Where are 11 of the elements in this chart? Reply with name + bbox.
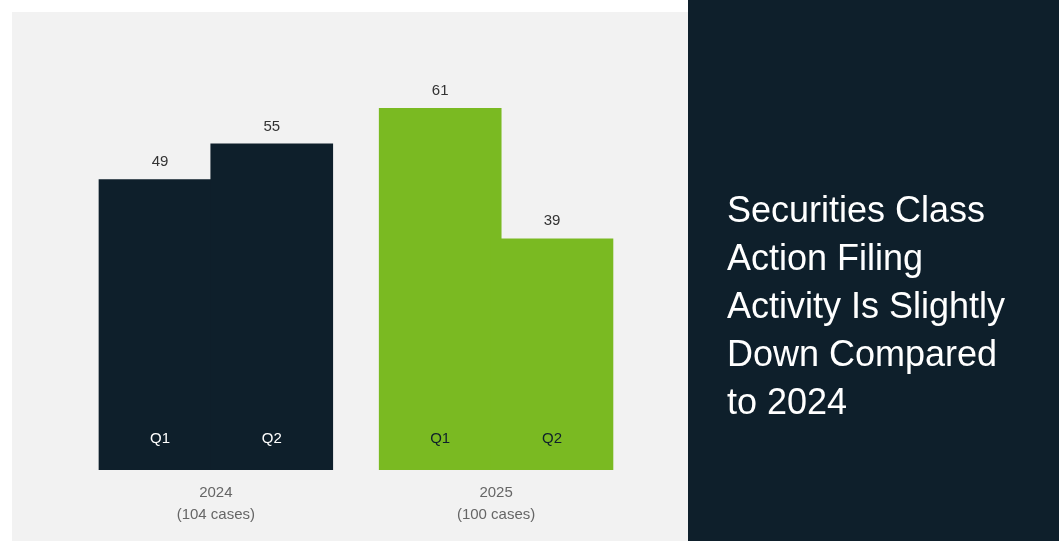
text: 2024 (104 cases): [176, 483, 256, 523]
data-label: 55: [263, 116, 281, 134]
data-label: 39: [543, 211, 561, 229]
x-tick-label: Q2: [541, 429, 562, 447]
text: Securities Class Action Filing Activity Is Slightly Down Compared to 2024: [727, 188, 1007, 424]
data-label: 61: [431, 81, 449, 98]
x-tick-label: Q1: [430, 429, 451, 447]
text: 2025 (100 cases): [456, 483, 536, 523]
x-tick-label: Q2: [261, 429, 282, 447]
data-label: 49: [151, 152, 169, 170]
x-tick-label: Q1: [149, 429, 170, 447]
